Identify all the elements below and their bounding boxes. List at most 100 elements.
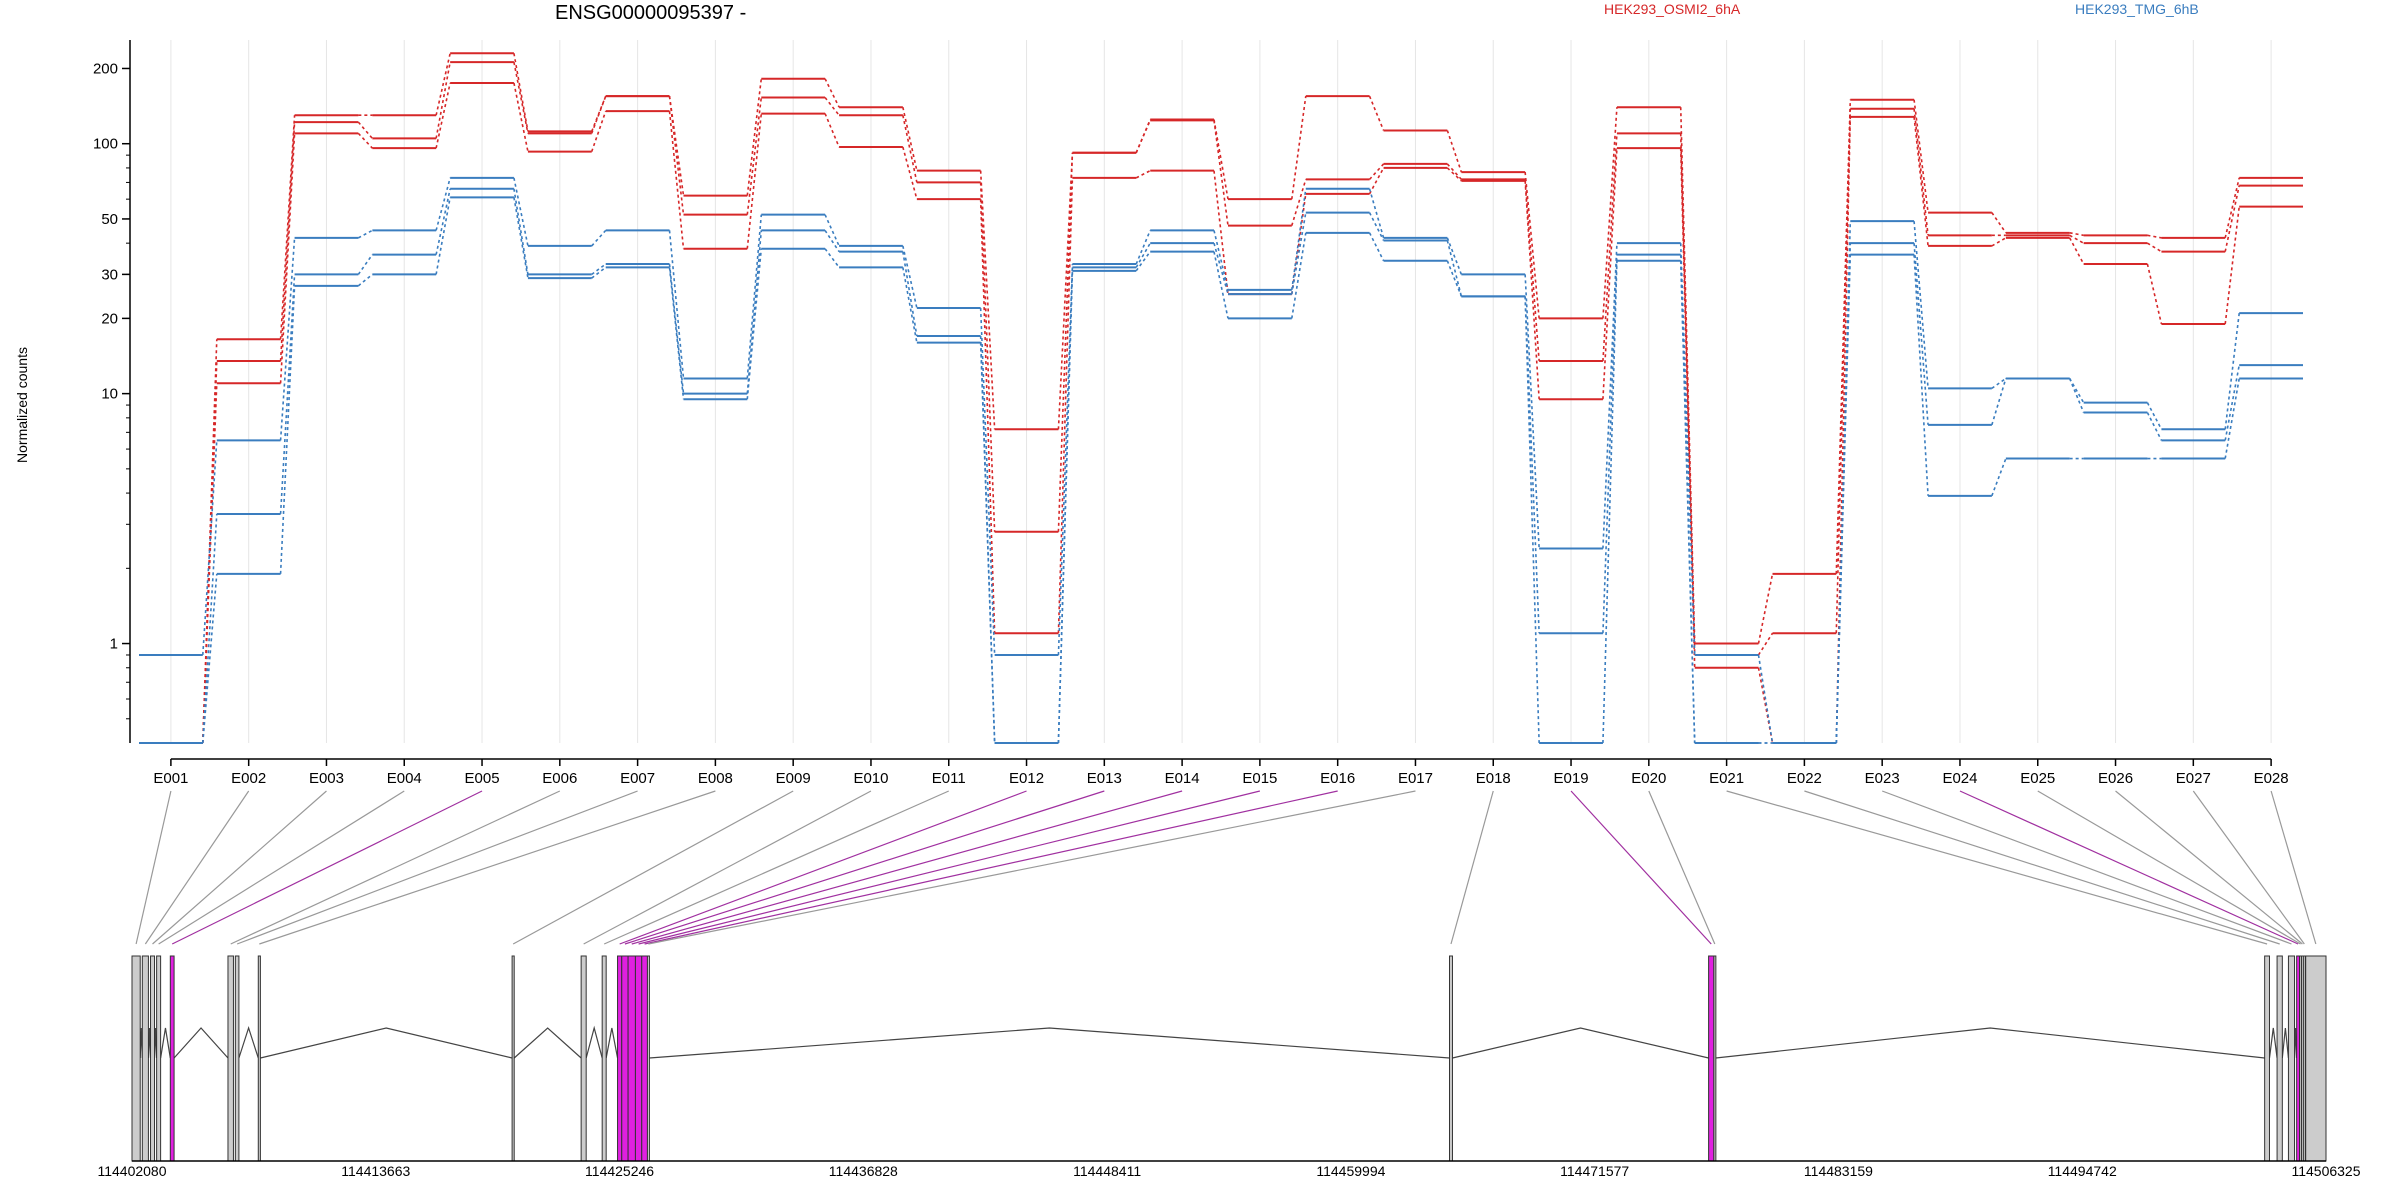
series-connector: [591, 266, 607, 279]
exon-box: [580, 955, 587, 1162]
legend-item-tmg: HEK293_TMG_6hB: [2075, 1, 2199, 17]
series-connector: [357, 121, 373, 139]
series-connector: [1213, 251, 1229, 319]
series-connector: [979, 199, 996, 634]
y-tick-label: 50: [101, 211, 118, 228]
exon-box: [156, 955, 162, 1162]
exon-box: [2302, 955, 2306, 1162]
genomic-tick-label: 114448411: [1073, 1163, 1141, 1179]
series-connector: [1524, 296, 1540, 744]
series-connector: [2224, 378, 2241, 459]
x-tick-label: E013: [1087, 770, 1122, 787]
exon-box: [621, 955, 629, 1162]
series-connector: [979, 182, 996, 532]
series-connector: [2068, 237, 2085, 265]
exon-connector: [512, 790, 794, 945]
legend-item-osmi2: HEK293_OSMI2_6hA: [1604, 1, 1741, 17]
y-tick-label: 10: [101, 386, 118, 403]
series-connector: [1913, 243, 1929, 425]
series-connector: [1290, 96, 1307, 200]
series-connector: [279, 274, 296, 515]
exon-box: [2276, 955, 2283, 1162]
series-connector: [435, 82, 451, 149]
exon-connector: [1570, 790, 1712, 945]
series-connector: [1446, 237, 1463, 275]
series-connector: [2224, 177, 2240, 239]
exon-connector: [583, 790, 872, 945]
series-connector: [2224, 365, 2241, 441]
series-connector: [279, 115, 296, 340]
exon-connector: [1450, 790, 1494, 945]
exon-connector: [2115, 790, 2303, 945]
series-connector: [746, 214, 763, 379]
series-connector: [1135, 230, 1151, 265]
x-tick-label: E007: [620, 770, 655, 787]
x-tick-label: E014: [1165, 770, 1200, 787]
genomic-tick-label: 114483159: [1804, 1163, 1873, 1179]
chart-title: ENSG00000095397 -: [555, 2, 747, 24]
exon-box: [646, 955, 650, 1162]
series-connector: [1290, 212, 1307, 295]
series-connector: [1291, 179, 1307, 226]
genomic-tick-label: 114494742: [2048, 1163, 2117, 1179]
exon-connector: [2037, 790, 2301, 945]
exon-box: [150, 955, 156, 1162]
x-tick-label: E020: [1631, 770, 1666, 787]
series-connector: [1991, 378, 2007, 426]
exon-connector: [2270, 790, 2317, 945]
intron-line: [260, 1027, 513, 1059]
series-connector: [1290, 188, 1307, 291]
series-connector: [2146, 412, 2163, 441]
x-tick-label: E002: [231, 770, 266, 787]
series-connector: [2146, 263, 2163, 325]
exon-connector: [236, 790, 638, 945]
y-tick-label: 30: [101, 266, 118, 283]
series-connector: [2224, 313, 2241, 430]
series-connector: [591, 229, 607, 247]
x-tick-label: E006: [542, 770, 577, 787]
series-connector: [435, 62, 451, 139]
series-connector: [513, 61, 529, 134]
x-tick-label: E017: [1398, 770, 1433, 787]
series-connector: [1913, 221, 1929, 389]
exon-box: [2287, 955, 2296, 1162]
exon-box: [169, 955, 175, 1162]
series-connector: [201, 573, 218, 744]
exon-box: [627, 955, 636, 1162]
exon-connector: [144, 790, 250, 945]
series-connector: [1602, 260, 1618, 744]
series-connector: [1057, 177, 1074, 634]
series-connector: [1835, 99, 1852, 574]
exon-box: [234, 955, 240, 1162]
exon-connector: [259, 790, 716, 945]
series-connector: [357, 229, 373, 239]
series-connector: [357, 254, 374, 275]
series-connector: [1602, 133, 1618, 362]
series-connector: [902, 146, 918, 200]
series-connector: [2069, 234, 2085, 244]
series-connector: [1524, 274, 1540, 549]
series-connector: [1213, 120, 1229, 226]
x-tick-label: E024: [1942, 770, 1977, 787]
series-connector: [1913, 254, 1929, 496]
series-connector: [357, 132, 373, 149]
y-tick-label: 20: [101, 310, 118, 327]
exon-box: [511, 955, 515, 1162]
series-connector: [1991, 458, 2007, 497]
x-tick-label: E009: [776, 770, 811, 787]
intron-line: [2268, 1027, 2278, 1059]
genomic-tick-label: 114471577: [1560, 1163, 1629, 1179]
exon-connector: [135, 790, 172, 945]
series-connector: [1368, 167, 1385, 195]
series-connector: [1524, 172, 1540, 319]
series-connector: [1602, 254, 1618, 634]
series-connector: [824, 78, 840, 108]
exon-box: [641, 955, 648, 1162]
x-tick-label: E003: [309, 770, 344, 787]
series-connector: [1602, 148, 1618, 400]
intron-line: [2281, 1027, 2290, 1059]
series-connector: [201, 513, 218, 744]
series-connector: [1679, 243, 1696, 656]
series-connector: [979, 170, 996, 430]
